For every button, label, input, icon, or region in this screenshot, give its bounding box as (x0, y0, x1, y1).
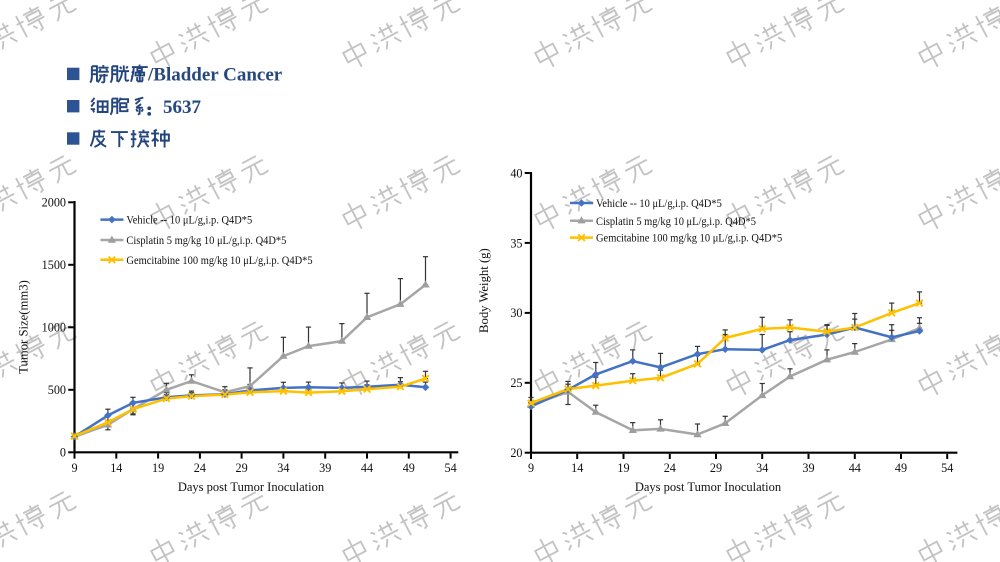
svg-text:29: 29 (236, 461, 248, 475)
svg-text:49: 49 (895, 461, 907, 475)
svg-text:35: 35 (510, 236, 522, 250)
svg-text:1500: 1500 (42, 258, 66, 272)
svg-text:54: 54 (941, 461, 953, 475)
svg-text:39: 39 (802, 461, 814, 475)
svg-text:14: 14 (571, 461, 583, 475)
svg-text:29: 29 (710, 461, 722, 475)
svg-text:20: 20 (510, 446, 522, 460)
svg-text:Tumor Size(mm3): Tumor Size(mm3) (17, 280, 31, 374)
svg-text:44: 44 (849, 461, 861, 475)
svg-text:19: 19 (617, 461, 629, 475)
svg-text:Gemcitabine 100 mg/kg 10 μL/g,: Gemcitabine 100 mg/kg 10 μL/g,i.p. Q4D*5 (126, 253, 312, 267)
svg-text:14: 14 (110, 461, 122, 475)
svg-text:25: 25 (510, 376, 522, 390)
svg-text:19: 19 (152, 461, 164, 475)
svg-text:9: 9 (528, 461, 534, 475)
svg-text:24: 24 (664, 461, 676, 475)
svg-text:24: 24 (194, 461, 206, 475)
svg-text:34: 34 (756, 461, 768, 475)
svg-text:Cisplatin 5 mg/kg 10 μL/g,i.p.: Cisplatin 5 mg/kg 10 μL/g,i.p. Q4D*5 (126, 233, 286, 247)
svg-text:1000: 1000 (42, 321, 66, 335)
svg-text:Body Weight (g): Body Weight (g) (477, 248, 491, 333)
svg-text:9: 9 (71, 461, 77, 475)
svg-text:40: 40 (510, 166, 522, 180)
svg-text:34: 34 (277, 461, 289, 475)
svg-text:44: 44 (361, 461, 373, 475)
svg-text:Days post Tumor Inoculation: Days post Tumor Inoculation (178, 480, 325, 494)
svg-text:Cisplatin 5 mg/kg 10 μL/g,i.p.: Cisplatin 5 mg/kg 10 μL/g,i.p. Q4D*5 (596, 214, 756, 228)
svg-text:Vehicle -- 10 μL/g,i.p. Q4D*5: Vehicle -- 10 μL/g,i.p. Q4D*5 (126, 213, 252, 227)
svg-text:2000: 2000 (42, 196, 66, 210)
svg-text:Vehicle -- 10 μL/g,i.p. Q4D*5: Vehicle -- 10 μL/g,i.p. Q4D*5 (596, 196, 722, 210)
svg-text:0: 0 (60, 446, 66, 460)
svg-text:49: 49 (403, 461, 415, 475)
svg-text:/Bladder Cancer: /Bladder Cancer (147, 65, 283, 86)
svg-text:Gemcitabine 100 mg/kg 10 μL/g,: Gemcitabine 100 mg/kg 10 μL/g,i.p. Q4D*5 (596, 231, 782, 245)
svg-text:54: 54 (445, 461, 457, 475)
svg-text:500: 500 (48, 383, 66, 397)
svg-text:30: 30 (510, 306, 522, 320)
svg-text:Days post Tumor Inoculation: Days post Tumor Inoculation (635, 480, 782, 494)
svg-text:39: 39 (319, 461, 331, 475)
svg-text:5637: 5637 (163, 97, 202, 118)
